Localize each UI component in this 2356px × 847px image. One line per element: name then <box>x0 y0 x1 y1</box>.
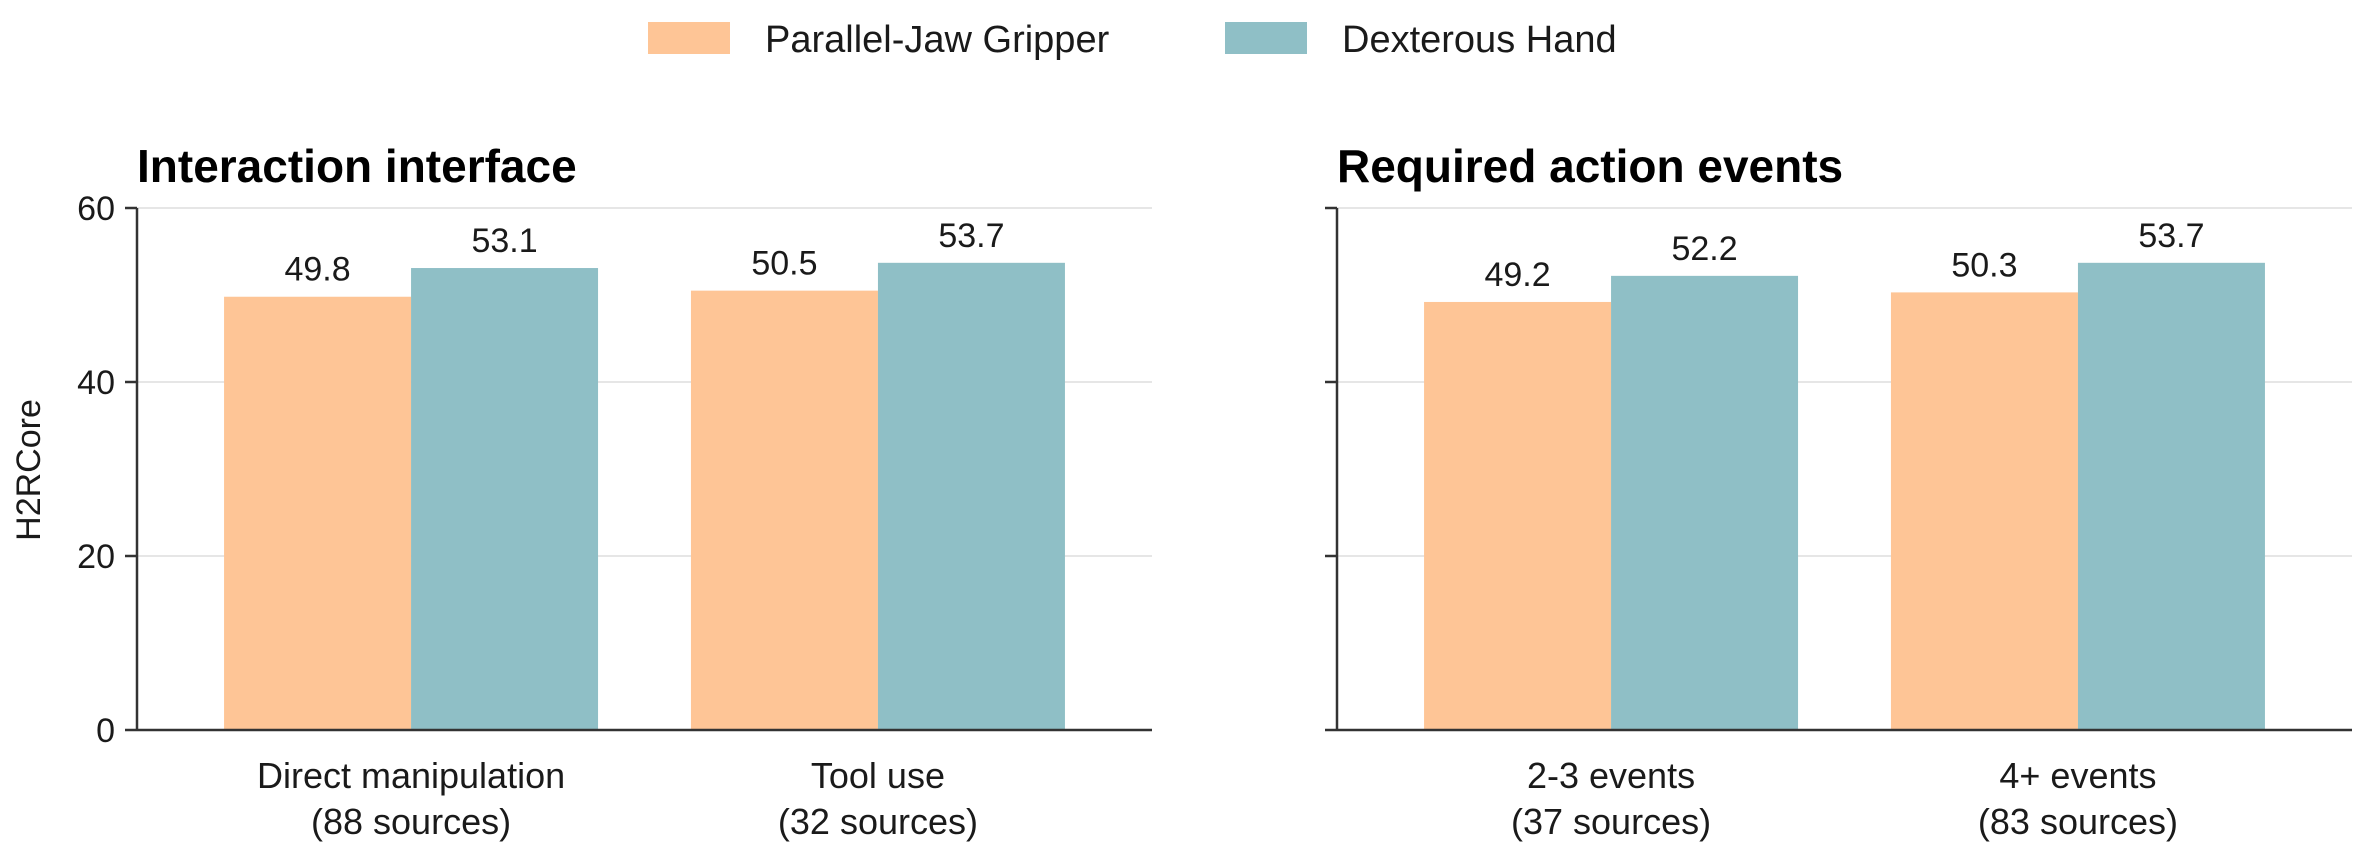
data-label: 53.1 <box>471 222 537 260</box>
y-axis-label: H2RCore <box>10 399 48 541</box>
y-tick-label: 0 <box>96 712 115 750</box>
x-tick-label: Direct manipulation <box>257 755 565 796</box>
panel-required-action-events: 49.2 52.2 2-3 events (37 sources) 50.3 53.7 4+… <box>1325 206 2352 842</box>
panel-2-title: Required action events <box>1337 140 1843 192</box>
y-tick-label: 40 <box>77 364 115 402</box>
data-label: 53.7 <box>2138 217 2204 255</box>
x-tick-sublabel: (88 sources) <box>311 801 511 842</box>
bar-gripper <box>690 290 878 730</box>
y-tick-label: 20 <box>77 538 115 576</box>
data-label: 52.2 <box>1671 230 1737 268</box>
bar-hand <box>1611 275 1799 730</box>
panel-1-title: Interaction interface <box>137 140 577 192</box>
bar-hand <box>411 268 599 730</box>
x-tick-label: 4+ events <box>1999 755 2156 796</box>
x-tick-sublabel: (32 sources) <box>778 801 978 842</box>
x-tick-sublabel: (83 sources) <box>1978 801 2178 842</box>
x-tick-sublabel: (37 sources) <box>1511 801 1711 842</box>
legend: Parallel-Jaw Gripper Dexterous Hand <box>648 19 1617 61</box>
y-tick-label: 60 <box>77 190 115 228</box>
data-label: 50.5 <box>751 245 817 283</box>
data-label: 53.7 <box>938 217 1004 255</box>
bar-gripper <box>224 296 412 730</box>
x-tick-label: 2-3 events <box>1527 755 1695 796</box>
legend-swatch-gripper <box>648 22 730 54</box>
legend-label-gripper: Parallel-Jaw Gripper <box>765 19 1110 61</box>
x-tick-label: Tool use <box>811 755 945 796</box>
panel-interaction-interface: 49.8 53.1 Direct manipulation (88 sources) 5… <box>77 190 1152 842</box>
legend-swatch-hand <box>1225 22 1307 54</box>
bar-hand <box>877 262 1065 730</box>
bar-gripper <box>1424 301 1612 730</box>
legend-label-hand: Dexterous Hand <box>1342 19 1617 61</box>
bar-gripper <box>1890 292 2078 730</box>
data-label: 50.3 <box>1951 246 2017 284</box>
data-label: 49.8 <box>284 251 350 289</box>
data-label: 49.2 <box>1484 256 1550 294</box>
bar-hand <box>2077 262 2265 730</box>
